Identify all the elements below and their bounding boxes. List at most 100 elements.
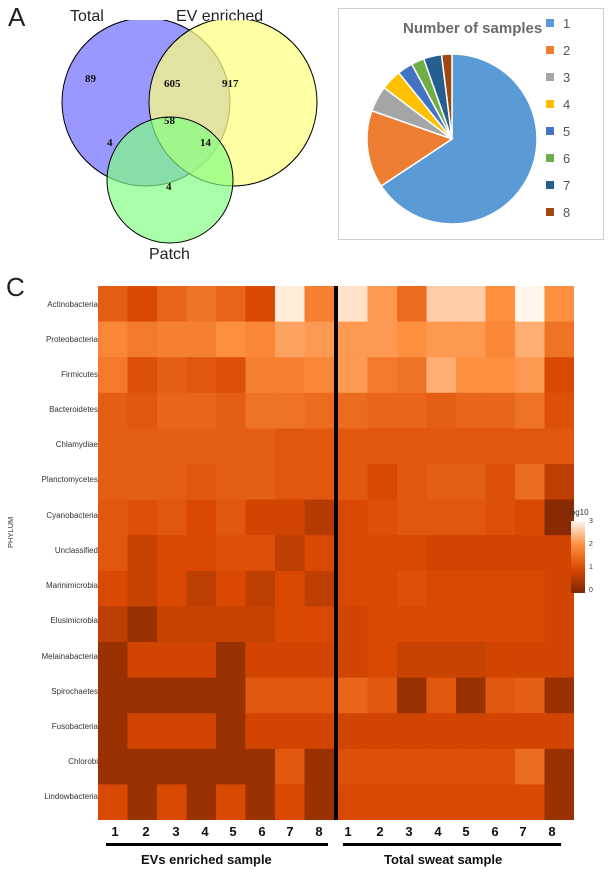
heatmap-cell bbox=[338, 286, 369, 323]
col-label-total-2: 2 bbox=[376, 824, 384, 839]
heatmap-cell bbox=[186, 784, 217, 820]
col-label-total-3: 3 bbox=[405, 824, 413, 839]
row-label-marinimicrobia: Marinimicrobia bbox=[45, 581, 98, 590]
heatmap-cell bbox=[544, 606, 574, 643]
heatmap-cell bbox=[338, 392, 369, 429]
heatmap-cell bbox=[338, 784, 369, 820]
heatmap-cell bbox=[367, 392, 398, 429]
legend-label-1: 1 bbox=[563, 15, 571, 31]
heatmap-cell bbox=[397, 464, 428, 501]
legend-label-2: 2 bbox=[563, 42, 571, 58]
heatmap-cell bbox=[245, 464, 276, 501]
heatmap-cell bbox=[544, 570, 574, 607]
venn-set-label-total: Total bbox=[70, 8, 104, 25]
row-label-planctomycetes: Planctomycetes bbox=[41, 475, 98, 484]
heatmap-cell bbox=[127, 321, 158, 358]
col-label-ev-4: 4 bbox=[201, 824, 209, 839]
heatmap-cell bbox=[426, 428, 457, 465]
row-label-chlorobi: Chlorobi bbox=[68, 757, 98, 766]
heatmap-cell bbox=[245, 642, 276, 679]
heatmap-cell bbox=[216, 642, 247, 679]
heatmap-cell bbox=[456, 677, 487, 714]
heatmap-cell bbox=[98, 464, 129, 501]
heatmap-cell bbox=[456, 357, 487, 394]
heatmap-cell bbox=[127, 713, 158, 750]
row-label-spirochaetes: Spirochaetes bbox=[51, 687, 98, 696]
heatmap-cell bbox=[485, 713, 516, 750]
heatmap-cell bbox=[515, 713, 546, 750]
colorbar-tick-2: 2 bbox=[589, 541, 593, 548]
heatmap-cell bbox=[127, 357, 158, 394]
heatmap-cell bbox=[515, 642, 546, 679]
heatmap-cell bbox=[127, 570, 158, 607]
heatmap-cell bbox=[485, 286, 516, 323]
heatmap-cell bbox=[216, 713, 247, 750]
heatmap-cell bbox=[157, 642, 188, 679]
row-label-unclassified: Unclassified bbox=[54, 546, 98, 555]
heatmap-cell bbox=[367, 677, 398, 714]
heatmap-cell bbox=[544, 784, 574, 820]
heatmap-cell bbox=[157, 428, 188, 465]
heatmap-cell bbox=[456, 286, 487, 323]
heatmap-cell bbox=[397, 499, 428, 536]
col-label-ev-3: 3 bbox=[172, 824, 180, 839]
row-label-elusimicrobia: Elusimicrobia bbox=[50, 616, 98, 625]
heatmap-cell bbox=[367, 499, 398, 536]
heatmap-cell bbox=[367, 286, 398, 323]
heatmap-cell bbox=[338, 677, 369, 714]
heatmap-cell bbox=[216, 535, 247, 572]
heatmap-cell bbox=[304, 535, 335, 572]
heatmap-cell bbox=[515, 499, 546, 536]
group-label-total: Total sweat sample bbox=[384, 852, 503, 867]
heatmap-cell bbox=[338, 499, 369, 536]
heatmap-cell bbox=[515, 392, 546, 429]
heatmap-cell bbox=[245, 677, 276, 714]
heatmap-cell bbox=[367, 321, 398, 358]
heatmap-cell bbox=[275, 677, 306, 714]
heatmap-cell bbox=[485, 535, 516, 572]
heatmap-cell bbox=[157, 286, 188, 323]
heatmap-cell bbox=[127, 748, 158, 785]
heatmap-cell bbox=[367, 570, 398, 607]
pie-chart-panel: Number of samples 1 2 3 4 5 6 7 8 bbox=[338, 8, 604, 240]
heatmap-cell bbox=[216, 499, 247, 536]
heatmap-cell bbox=[397, 357, 428, 394]
heatmap-cell bbox=[186, 535, 217, 572]
venn-count-all-three: 58 bbox=[164, 115, 176, 127]
legend-item-2: 2 bbox=[546, 39, 570, 61]
heatmap-cell bbox=[216, 570, 247, 607]
heatmap-cell bbox=[127, 535, 158, 572]
heatmap-cell bbox=[397, 570, 428, 607]
legend-swatch-8 bbox=[546, 208, 554, 216]
legend-item-4: 4 bbox=[546, 93, 570, 115]
heatmap-cell bbox=[367, 642, 398, 679]
heatmap-cell bbox=[304, 392, 335, 429]
heatmap-cell bbox=[157, 357, 188, 394]
venn-count-ev-patch: 14 bbox=[200, 137, 212, 149]
col-label-ev-6: 6 bbox=[258, 824, 266, 839]
heatmap-cell bbox=[127, 642, 158, 679]
venn-count-patch-only: 4 bbox=[166, 181, 172, 193]
legend-swatch-2 bbox=[546, 46, 554, 54]
row-label-cyanobacteria: Cyanobacteria bbox=[46, 511, 98, 520]
pie-title: Number of samples bbox=[403, 20, 543, 37]
heatmap-cell bbox=[397, 392, 428, 429]
heatmap-cell bbox=[426, 357, 457, 394]
col-label-ev-7: 7 bbox=[286, 824, 294, 839]
heatmap-cell bbox=[456, 392, 487, 429]
heatmap-cell bbox=[304, 748, 335, 785]
group-bracket-total bbox=[343, 843, 561, 846]
heatmap-cell bbox=[426, 464, 457, 501]
col-label-total-4: 4 bbox=[434, 824, 442, 839]
heatmap-cell bbox=[338, 606, 369, 643]
heatmap-cell bbox=[157, 677, 188, 714]
heatmap-cell bbox=[515, 464, 546, 501]
heatmap-cell bbox=[216, 748, 247, 785]
heatmap-cell bbox=[216, 357, 247, 394]
heatmap-cell bbox=[426, 713, 457, 750]
heatmap-cell bbox=[367, 713, 398, 750]
col-label-total-5: 5 bbox=[462, 824, 470, 839]
heatmap-cell bbox=[186, 286, 217, 323]
heatmap-cell bbox=[397, 748, 428, 785]
venn-count-total-ev: 605 bbox=[164, 78, 181, 90]
